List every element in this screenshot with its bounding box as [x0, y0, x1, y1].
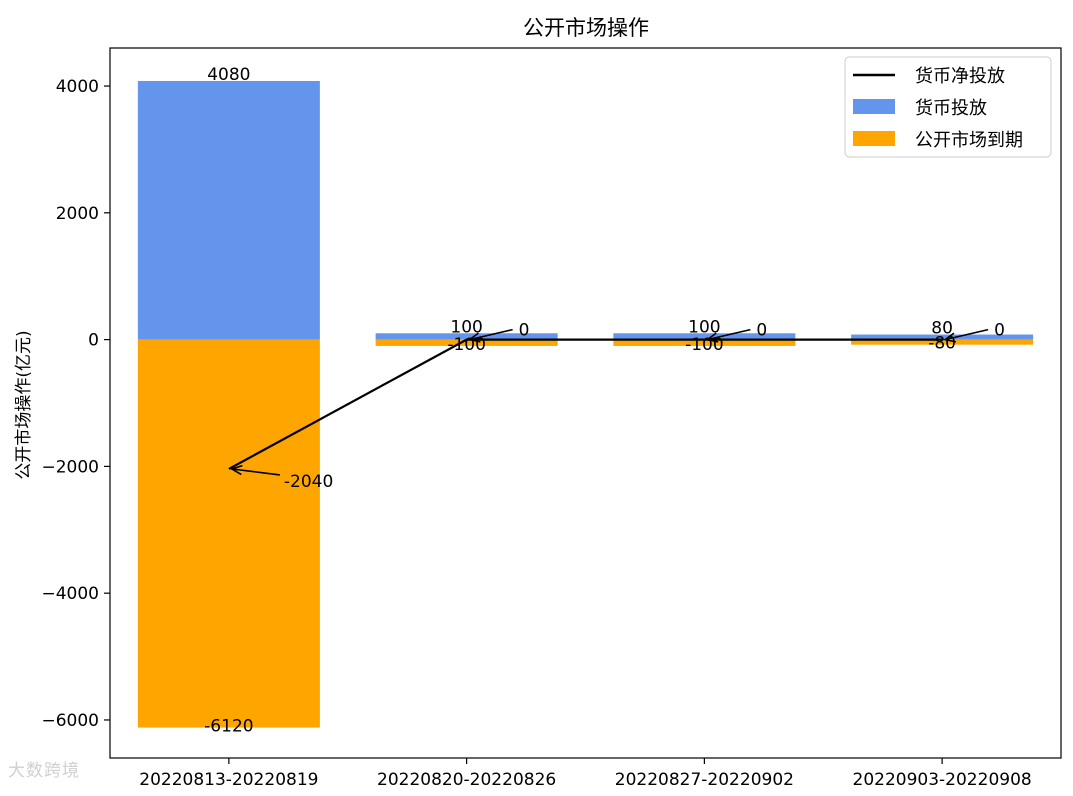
y-axis-label: 公开市场操作(亿元) [14, 330, 34, 479]
net-label: 0 [756, 321, 767, 341]
bar-label-top: 100 [688, 317, 720, 337]
bar-positive [137, 80, 320, 340]
bar-label-bottom: -100 [447, 335, 486, 355]
x-tick-label: 20220827-20220902 [615, 770, 794, 790]
bar-positive [375, 333, 558, 340]
y-tick-label: 2000 [56, 204, 99, 224]
y-tick-label: 0 [88, 331, 99, 351]
watermark: 大数跨境 [8, 761, 80, 781]
annotation-arrowhead [943, 332, 957, 343]
annotation-arrowhead [467, 332, 481, 343]
bar-label-top: 100 [450, 317, 482, 337]
x-tick-label: 20220813-20220819 [139, 770, 318, 790]
legend-label: 货币投放 [915, 98, 987, 119]
bar-negative [613, 339, 796, 346]
legend-box [844, 56, 1052, 158]
net-label: 0 [519, 321, 530, 341]
bar-negative [137, 339, 320, 728]
bar-label-bottom: -6120 [204, 717, 253, 737]
bar-label-top: 80 [931, 319, 953, 339]
y-tick-label: −6000 [41, 711, 99, 731]
annotation-arrow [944, 328, 989, 341]
annotation-arrow [231, 468, 280, 476]
bar-positive [851, 334, 1034, 340]
bar-negative [375, 339, 558, 346]
legend-label: 货币净投放 [915, 66, 1005, 87]
net-line [228, 338, 943, 470]
y-tick-label: −2000 [41, 457, 99, 477]
annotation-arrowhead [705, 332, 719, 343]
y-tick-label: 4000 [56, 77, 99, 97]
bar-label-bottom: -80 [928, 334, 956, 354]
bar-label-top: 4080 [207, 65, 250, 85]
chart-title: 公开市场操作 [523, 16, 649, 40]
annotation-arrowhead [229, 464, 243, 476]
x-tick-label: 20220903-20220908 [853, 770, 1032, 790]
y-tick-label: −4000 [41, 584, 99, 604]
bar-positive [613, 333, 796, 340]
net-label: 0 [994, 321, 1005, 341]
x-tick-label: 20220820-20220826 [377, 770, 556, 790]
legend-swatch-bar [853, 131, 895, 146]
bar-label-bottom: -100 [685, 335, 724, 355]
legend-label: 公开市场到期 [915, 130, 1023, 151]
annotation-arrow [707, 328, 751, 341]
plot-frame [109, 47, 1062, 759]
annotation-arrow [469, 328, 513, 341]
axes: −6000 −4000 −2000 0 2000 4000 20220813-2022081… [41, 47, 1062, 790]
bar-negative [851, 339, 1034, 345]
legend-swatch-bar [853, 99, 895, 114]
net-label: -2040 [284, 472, 333, 492]
